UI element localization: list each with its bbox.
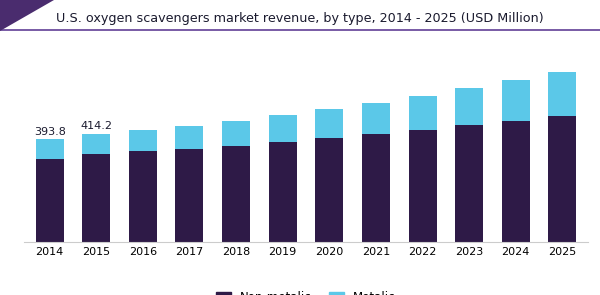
Bar [222,121,250,146]
Bar [548,117,577,242]
Bar [455,125,483,242]
Bar [129,130,157,151]
Bar [269,142,296,242]
Bar [316,138,343,242]
Text: 393.8: 393.8 [34,127,65,137]
Bar [222,146,250,242]
Bar [409,96,437,130]
Bar [35,140,64,159]
Bar [362,135,390,242]
Polygon shape [0,0,54,31]
Bar [175,149,203,242]
Bar [409,130,437,242]
Bar [455,88,483,125]
Bar [362,103,390,135]
Bar [502,80,530,121]
Bar [129,151,157,242]
Text: 414.2: 414.2 [80,122,112,132]
Legend: Non-metalic, Metalic: Non-metalic, Metalic [212,287,400,295]
Bar [269,115,296,142]
Bar [175,126,203,149]
Bar [502,121,530,242]
Text: U.S. oxygen scavengers market revenue, by type, 2014 - 2025 (USD Million): U.S. oxygen scavengers market revenue, b… [56,12,544,25]
Bar [548,72,577,117]
Bar [35,159,64,242]
Bar [316,109,343,138]
Bar [82,134,110,154]
Bar [82,154,110,242]
